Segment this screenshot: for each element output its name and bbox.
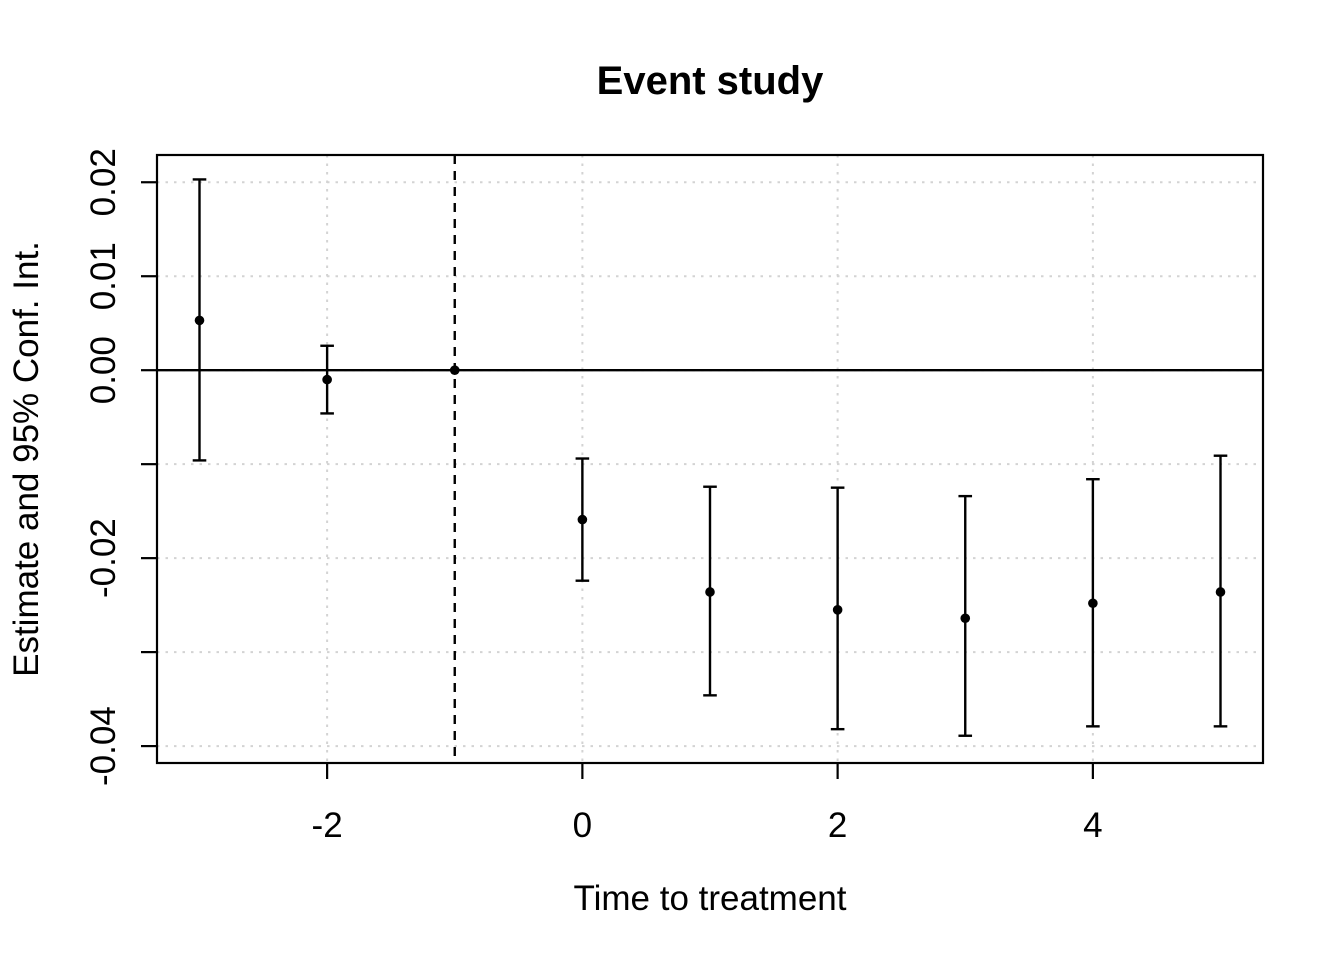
y-axis-title: Estimate and 95% Conf. Int.	[7, 241, 46, 677]
estimate-point	[705, 587, 715, 597]
reference-point	[449, 365, 460, 375]
estimate-point	[832, 605, 843, 615]
estimate-point	[577, 514, 588, 525]
y-tick-label: -0.02	[84, 518, 123, 598]
y-tick-label: -0.04	[84, 706, 123, 786]
estimate-point	[194, 315, 205, 326]
x-tick-label: 0	[573, 806, 592, 845]
x-axis-title: Time to treatment	[573, 879, 847, 918]
estimate-point	[960, 613, 971, 624]
y-tick-label: 0.01	[84, 242, 123, 310]
plot-box	[155, 153, 1265, 765]
x-tick-label: 2	[828, 806, 847, 845]
y-tick-label: 0.02	[84, 148, 123, 216]
estimate-point	[322, 374, 332, 385]
estimate-point	[1088, 598, 1098, 609]
x-tick-label: -2	[312, 806, 343, 845]
chart-title: Event study	[596, 59, 824, 103]
x-tick-label: 4	[1083, 806, 1102, 845]
y-tick-label: 0.00	[84, 336, 123, 404]
estimate-point	[1215, 587, 1226, 597]
